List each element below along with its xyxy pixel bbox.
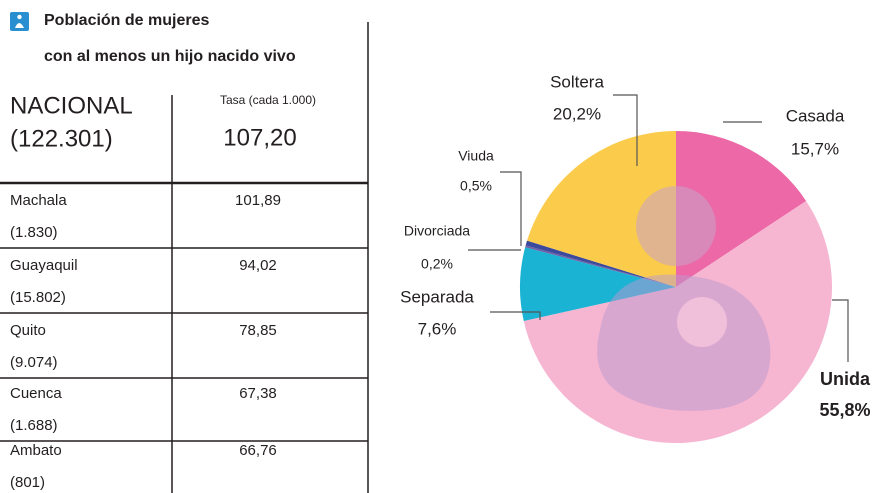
city: Cuenca	[10, 385, 62, 402]
rate-label: Tasa (cada 1.000)	[220, 93, 316, 107]
city: Quito	[10, 322, 46, 339]
slice-label: Soltera	[550, 72, 604, 91]
leader-line	[500, 172, 521, 246]
slice-value: 0,5%	[460, 178, 492, 194]
leader-line	[832, 300, 848, 362]
population: (1.688)	[10, 417, 58, 434]
national-rate: 107,20	[223, 124, 296, 151]
city: Machala	[10, 192, 67, 209]
population: (9.074)	[10, 354, 58, 371]
rate: 78,85	[239, 322, 277, 339]
table-rows: Machala (1.830) 101,89 Guayaquil (15.802) 94,…	[0, 192, 368, 491]
population: (15.802)	[10, 289, 66, 306]
national-population: (122.301)	[10, 125, 113, 152]
population: (1.830)	[10, 224, 58, 241]
slice-value: 0,2%	[421, 256, 453, 272]
population: (801)	[10, 474, 45, 491]
slice-label: Unida	[820, 369, 871, 389]
slice-label: Casada	[786, 106, 845, 125]
rate: 67,38	[239, 385, 277, 402]
slice-label: Viuda	[458, 148, 494, 164]
slice-label: Divorciada	[404, 223, 470, 239]
rate: 101,89	[235, 192, 281, 209]
slice-label: Separada	[400, 287, 474, 306]
slice-value: 7,6%	[418, 319, 457, 338]
city: Guayaquil	[10, 257, 78, 274]
national-name: NACIONAL	[10, 92, 133, 119]
table-title: con al menos un hijo nacido vivo	[44, 48, 296, 65]
slice-value: 20,2%	[553, 104, 601, 123]
decoration	[677, 297, 727, 347]
infographic: Población de mujeres con al menos un hij…	[0, 0, 880, 493]
rate: 94,02	[239, 257, 277, 274]
table-title: Población de mujeres	[44, 12, 209, 29]
city: Ambato	[10, 442, 62, 459]
slice-value: 55,8%	[819, 400, 870, 420]
pie-chart: Casada 15,7% Unida 55,8% Separada 7,6% Divorci…	[400, 72, 871, 443]
rate: 66,76	[239, 442, 277, 459]
decoration	[636, 186, 716, 266]
slice-value: 15,7%	[791, 139, 839, 158]
icon-head	[17, 15, 21, 19]
